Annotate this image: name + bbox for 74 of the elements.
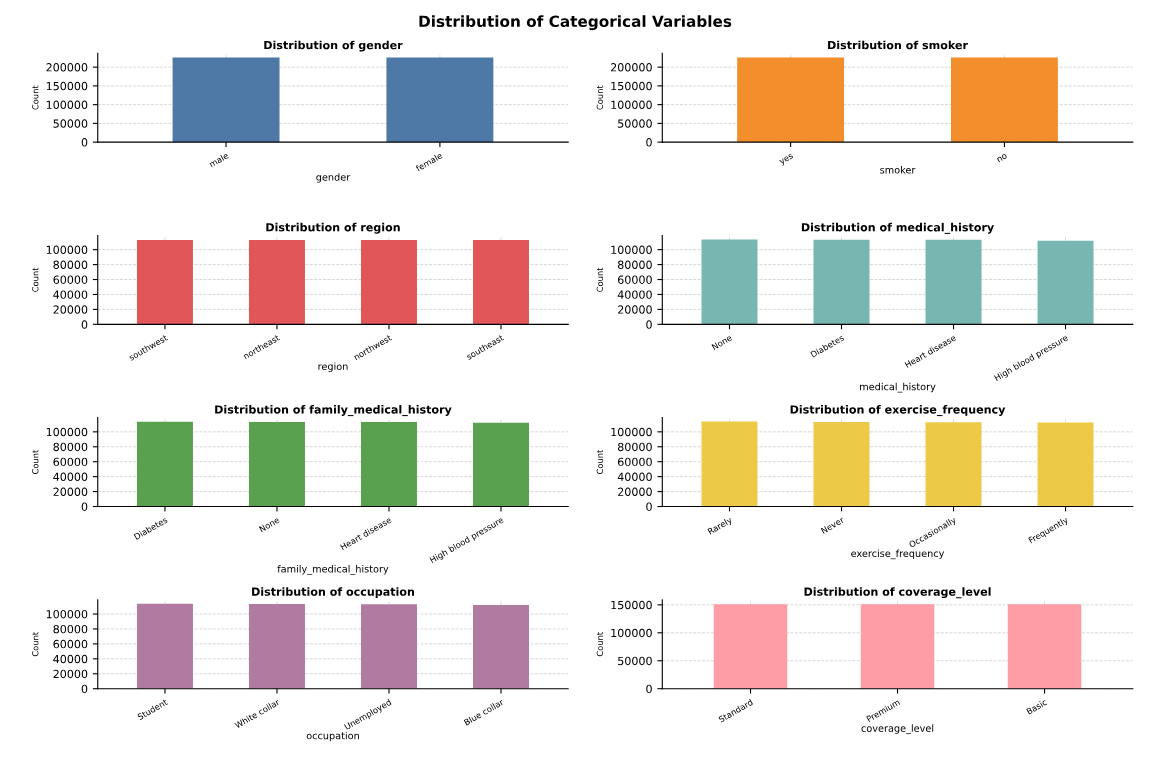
y-tick-label: 100000 <box>46 100 88 110</box>
x-axis-title: exercise_frequency <box>851 549 945 560</box>
x-tick-label: male <box>208 152 229 168</box>
x-tick-label: None <box>258 516 280 533</box>
chart-title: Distribution of family_medical_history <box>215 405 452 417</box>
y-tick-label: 150000 <box>611 600 652 610</box>
y-tick-label: 40000 <box>53 654 88 664</box>
y-tick-label: 100000 <box>46 245 88 255</box>
y-tick-label: 100000 <box>611 100 652 110</box>
x-axis-title: smoker <box>880 166 916 174</box>
y-tick-label: 0 <box>81 684 88 694</box>
y-tick-label: 60000 <box>53 275 88 284</box>
x-axis-title: occupation <box>306 731 359 742</box>
y-tick-label: 200000 <box>46 63 88 72</box>
y-tick-label: 100000 <box>46 610 88 619</box>
y-tick-label: 20000 <box>53 669 88 679</box>
y-tick-label: 100000 <box>46 427 88 437</box>
y-axis-title: Count <box>32 267 39 292</box>
y-tick-label: 60000 <box>618 457 652 467</box>
y-tick-label: 60000 <box>53 457 88 467</box>
y-tick-label: 50000 <box>53 119 88 128</box>
chart-title: Distribution of coverage_level <box>804 587 991 599</box>
x-tick-label: yes <box>779 153 795 166</box>
y-tick-label: 50000 <box>618 119 652 128</box>
x-tick-label: no <box>996 153 1008 163</box>
y-axis-title: Count <box>32 85 39 110</box>
chart-title: Distribution of occupation <box>252 587 415 598</box>
x-axis-title: family_medical_history <box>277 564 389 575</box>
y-tick-label: 20000 <box>53 487 88 496</box>
y-tick-label: 0 <box>646 320 652 329</box>
y-tick-label: 40000 <box>617 290 652 299</box>
y-tick-label: 100000 <box>611 628 652 638</box>
x-tick-label: None <box>711 334 733 351</box>
y-axis-title: Count <box>596 85 603 110</box>
y-tick-label: 60000 <box>618 275 652 284</box>
y-tick-label: 20000 <box>53 305 88 314</box>
y-tick-label: 80000 <box>53 260 88 269</box>
chart-title: Distribution of region <box>266 222 400 234</box>
x-axis-title: medical_history <box>860 382 936 393</box>
y-tick-label: 0 <box>81 138 88 147</box>
y-tick-label: 80000 <box>617 260 652 269</box>
y-tick-label: 80000 <box>53 442 88 452</box>
chart-title: Distribution of medical_history <box>801 222 994 234</box>
y-tick-label: 60000 <box>53 639 88 649</box>
text: Distribution of Categorical Variables <box>419 15 732 31</box>
y-tick-label: 0 <box>646 138 652 147</box>
x-axis-title: coverage_level <box>861 724 934 735</box>
y-tick-label: 200000 <box>610 63 652 72</box>
y-tick-label: 0 <box>646 502 652 511</box>
y-tick-label: 80000 <box>53 624 88 634</box>
y-tick-label: 50000 <box>618 656 652 666</box>
y-tick-label: 20000 <box>618 487 652 496</box>
x-axis-title: gender <box>316 173 351 183</box>
chart-title: Distribution of smoker <box>828 40 968 50</box>
y-axis-title: Count <box>596 267 603 292</box>
y-axis-title: Count <box>596 449 603 474</box>
y-tick-label: 80000 <box>617 442 652 452</box>
chart-title: Distribution of exercise_frequency <box>790 405 1006 417</box>
y-tick-label: 40000 <box>53 290 88 299</box>
y-tick-label: 150000 <box>611 81 652 91</box>
y-tick-label: 40000 <box>53 472 88 482</box>
y-tick-label: 0 <box>646 684 652 694</box>
y-axis-title: Count <box>596 632 603 657</box>
y-tick-label: 40000 <box>617 472 652 482</box>
y-axis-title: Count <box>32 632 39 657</box>
y-axis-title: Count <box>32 449 39 474</box>
y-tick-label: 100000 <box>611 245 652 255</box>
y-tick-label: 0 <box>81 320 88 329</box>
y-tick-label: 0 <box>81 502 88 511</box>
y-tick-label: 20000 <box>618 305 652 314</box>
y-tick-label: 150000 <box>46 81 88 91</box>
x-axis-title: region <box>318 362 348 372</box>
chart-title: Distribution of gender <box>264 40 403 52</box>
y-tick-label: 100000 <box>611 427 652 437</box>
